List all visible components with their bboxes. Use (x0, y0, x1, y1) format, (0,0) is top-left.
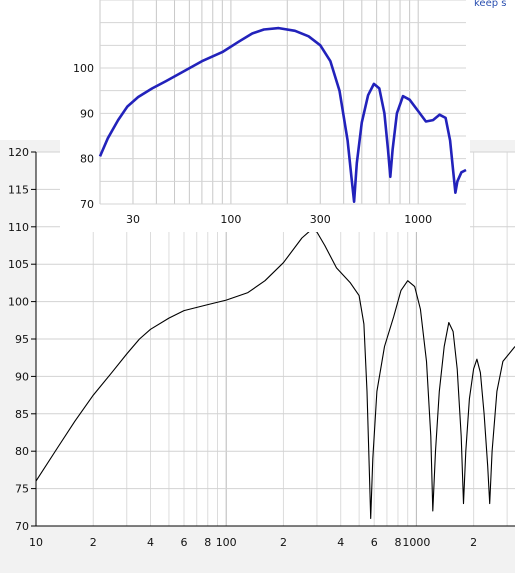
main-x-tick-label: 4 (147, 536, 154, 549)
main-y-tick-label: 95 (15, 333, 29, 346)
inset-plot-background (100, 0, 466, 204)
main-y-tick-label: 75 (15, 483, 29, 496)
inset-series-line (98, 26, 467, 203)
inset-x-tick-label: 300 (310, 213, 331, 226)
main-y-tick-label: 105 (8, 258, 29, 271)
main-x-tick-label: 2 (280, 536, 287, 549)
main-y-tick-label: 85 (15, 408, 29, 421)
main-chart-axes (31, 151, 515, 527)
main-chart-y-tick-labels: 70 75 80 85 90 95 100 105 110 115 120 (8, 146, 29, 533)
inset-x-tick-label: 100 (220, 213, 241, 226)
main-series-line (35, 229, 515, 520)
main-x-tick-label: 100 (216, 536, 237, 549)
main-y-tick-label: 70 (15, 520, 29, 533)
main-x-tick-label: 1000 (402, 536, 430, 549)
main-x-tick-label: 6 (371, 536, 378, 549)
inset-x-tick-label: 30 (126, 213, 140, 226)
main-x-tick-label: 6 (180, 536, 187, 549)
main-x-tick-label: 2 (470, 536, 477, 549)
main-y-tick-label: 120 (8, 146, 29, 159)
inset-x-tick-label: 1000 (404, 213, 432, 226)
main-y-tick-label: 80 (15, 445, 29, 458)
main-y-tick-label: 100 (8, 296, 29, 309)
inset-chart-grid (99, 0, 466, 205)
main-x-tick-label: 2 (90, 536, 97, 549)
main-y-tick-label: 90 (15, 370, 29, 383)
background-text-fragment: keep s (474, 0, 507, 9)
inset-chart-y-tick-labels: 70 80 90 100 (73, 62, 94, 211)
inset-y-tick-label: 100 (73, 62, 94, 75)
main-x-tick-label: 4 (337, 536, 344, 549)
inset-chart-panel: 70 80 90 100 30 100 300 1000 (60, 0, 470, 232)
main-x-tick-label: 10 (29, 536, 43, 549)
main-chart-series (35, 229, 515, 520)
main-y-tick-label: 115 (8, 183, 29, 196)
inset-chart-x-tick-labels: 30 100 300 1000 (126, 213, 432, 226)
inset-y-tick-label: 80 (80, 153, 94, 166)
main-chart-x-tick-labels: 10 2 4 6 8 100 2 4 6 8 1000 2 (29, 536, 477, 549)
inset-y-tick-label: 70 (80, 198, 94, 211)
main-y-tick-label: 110 (8, 221, 29, 234)
frequency-response-chart-inset: 70 80 90 100 30 100 300 1000 (60, 0, 470, 232)
inset-y-tick-label: 90 (80, 107, 94, 120)
inset-chart-series (98, 26, 467, 203)
inset-x-axis-strip (60, 204, 470, 232)
main-x-tick-label: 8 (204, 536, 211, 549)
main-x-tick-label: 8 (394, 536, 401, 549)
